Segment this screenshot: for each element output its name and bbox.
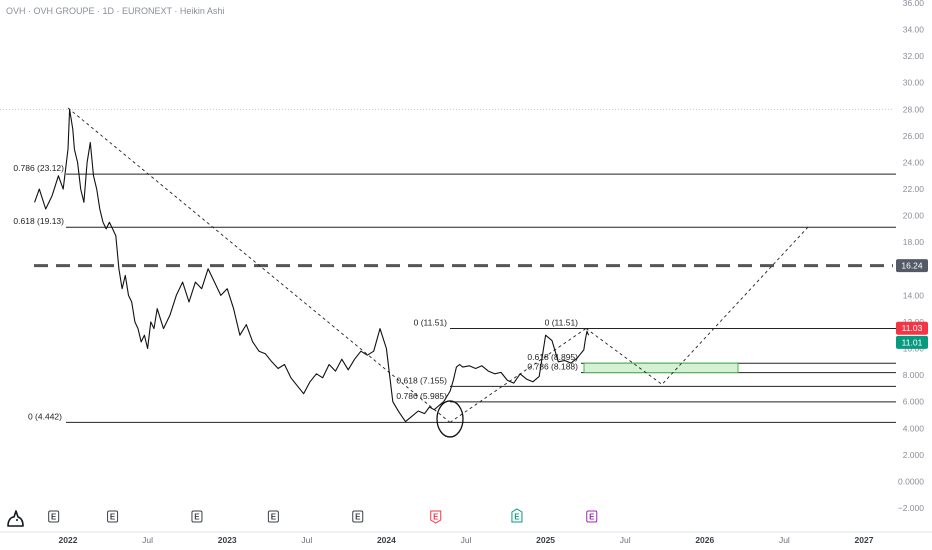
- x-tick-month: Jul: [620, 535, 631, 545]
- y-tick-label: 26.00: [903, 131, 925, 141]
- x-tick-month: Jul: [301, 535, 312, 545]
- earnings-badge-label: E: [194, 513, 200, 522]
- earnings-event-marker: E: [267, 510, 279, 523]
- price-series-line: [34, 108, 590, 423]
- x-tick-year: 2027: [855, 535, 874, 545]
- y-tick-label: 36.00: [903, 0, 925, 8]
- earnings-badge-label: E: [271, 513, 277, 522]
- x-tick-month: Jul: [779, 535, 790, 545]
- key-level-tag: 16.24: [901, 261, 923, 271]
- y-tick-label: 28.00: [903, 104, 925, 114]
- x-tick-year: 2022: [59, 535, 78, 545]
- earnings-badge-label: E: [514, 513, 520, 522]
- fib-level-label: 0 (11.51): [414, 317, 448, 327]
- earnings-badge: [191, 510, 203, 523]
- x-tick-month: Jul: [142, 535, 153, 545]
- fib-level-label: 0.786 (5.985): [396, 391, 447, 401]
- price-tag-high-bg: [896, 321, 928, 335]
- fib-level-label: 0 (11.51): [545, 317, 579, 327]
- price-layer: [34, 108, 590, 423]
- fib-level-label: 0.786 (23.12): [13, 163, 64, 173]
- y-tick-label: 8.000: [903, 370, 925, 380]
- earnings-badge-label: E: [589, 513, 595, 522]
- y-tick-label: 30.00: [903, 78, 925, 88]
- earnings-badge: [430, 510, 442, 524]
- price-tag-last-bg: [896, 335, 928, 349]
- time-axis[interactable]: 2022 Jul 2023 Jul 2024 Jul 2025 Jul 2026 Jul 2027: [59, 535, 874, 545]
- earnings-badge-label: E: [355, 513, 361, 522]
- earnings-event-marker: E: [48, 510, 60, 523]
- y-tick-label: 14.00: [903, 290, 925, 300]
- y-tick-label: 6.000: [903, 397, 925, 407]
- y-tick-label: 22.00: [903, 184, 925, 194]
- earnings-badge-label: E: [110, 513, 116, 522]
- y-tick-label: 32.00: [903, 51, 925, 61]
- x-tick-year: 2024: [377, 535, 396, 545]
- earnings-badge: [48, 510, 60, 523]
- target-zone: [583, 362, 739, 374]
- y-tick-label: 18.00: [903, 237, 925, 247]
- earnings-event-marker: E: [430, 510, 442, 524]
- key-level-tag-bg: [896, 259, 928, 273]
- drawings-layer: 0.786 (23.12) 0.618 (19.13) 0 (4.442) 0 (11…: [0, 107, 896, 438]
- price-tag-high: 11.03: [902, 323, 923, 333]
- y-tick-label: 0.0000: [898, 476, 924, 486]
- y-tick-label: 2.000: [903, 450, 925, 460]
- earnings-badge-label: E: [433, 513, 439, 522]
- fib-level-label: 0.618 (7.155): [396, 375, 447, 385]
- x-tick-year: 2026: [695, 535, 714, 545]
- x-tick-month: Jul: [461, 535, 472, 545]
- earnings-event-marker: E: [511, 508, 523, 523]
- y-tick-label: 24.00: [903, 157, 925, 167]
- fib-level-label: 0.618 (19.13): [13, 216, 64, 226]
- projection-dotted-line: [67, 107, 451, 423]
- fib-level-label: 0.618 (8.895): [527, 352, 578, 362]
- y-tick-label: 34.00: [903, 25, 925, 35]
- earnings-badge: [352, 510, 364, 523]
- y-tick-label: 4.000: [903, 423, 925, 433]
- fib-level-label: 0 (4.442): [28, 411, 62, 421]
- earnings-event-marker: E: [352, 510, 364, 523]
- projection-dotted-line: [585, 224, 811, 386]
- earnings-event-marker: E: [191, 510, 203, 523]
- tradingview-logo: [7, 510, 24, 527]
- earnings-badge: [511, 508, 523, 523]
- x-tick-year: 2023: [218, 535, 237, 545]
- earnings-badge-label: E: [51, 513, 57, 522]
- price-tags: 16.24 11.03 11.01: [896, 259, 928, 349]
- price-tag-last: 11.01: [902, 337, 923, 347]
- fib-level-label: 0.786 (8.188): [527, 362, 578, 372]
- y-tick-label: 20.00: [903, 211, 925, 221]
- earnings-event-marker: E: [107, 510, 119, 523]
- earnings-event-marker: E: [586, 510, 598, 523]
- y-tick-label: −2.000: [898, 503, 925, 513]
- earnings-badge: [267, 510, 279, 523]
- chart-title: OVH · OVH GROUPE · 1D · EURONEXT · Heiki…: [6, 6, 224, 16]
- x-tick-year: 2025: [536, 535, 555, 545]
- earnings-badge: [586, 510, 598, 523]
- earnings-badge: [107, 510, 119, 523]
- low-highlight-circle: [436, 400, 464, 438]
